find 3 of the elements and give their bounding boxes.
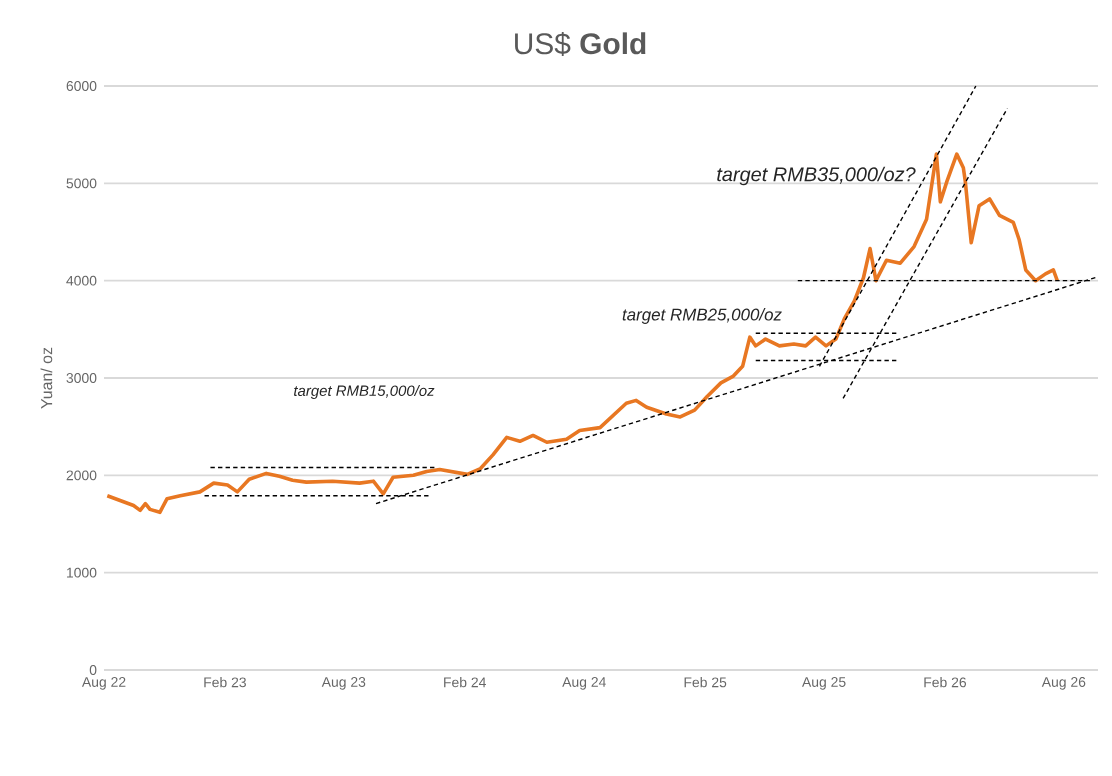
annotation: target RMB35,000/oz? — [717, 166, 916, 186]
annotation: target RMB25,000/oz — [622, 308, 782, 324]
chart-title: US$ Gold — [515, 31, 646, 57]
